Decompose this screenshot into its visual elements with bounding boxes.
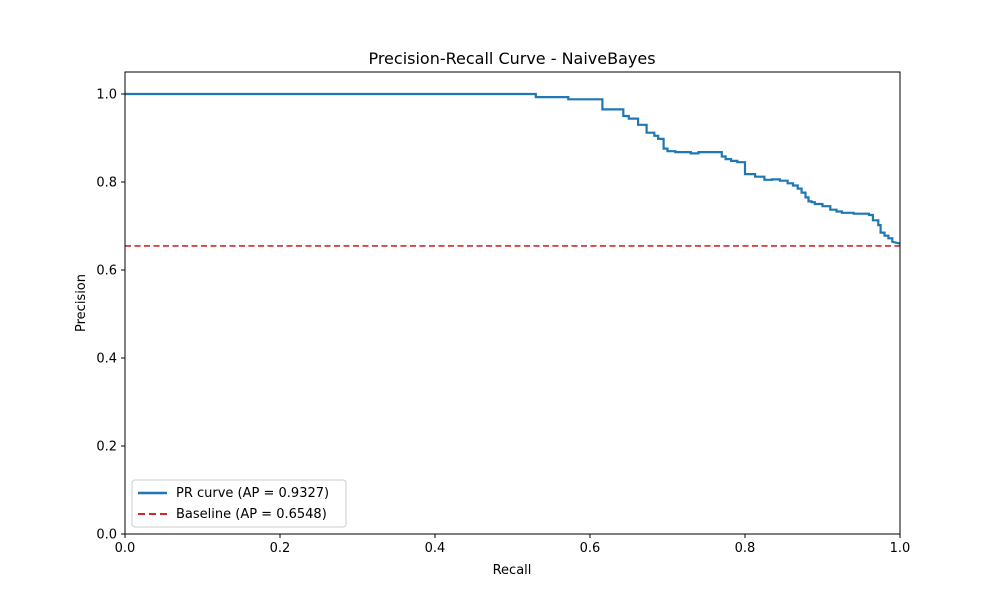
legend-label-pr-curve: PR curve (AP = 0.9327): [176, 486, 329, 501]
y-axis: 0.0 0.2 0.4 0.6 0.8 1.0: [96, 88, 125, 543]
y-tick-label: 0.2: [96, 440, 117, 455]
pr-curve-line: [125, 92, 901, 245]
y-axis-label: Precision: [74, 274, 89, 332]
x-axis-label: Recall: [493, 563, 532, 578]
y-tick-label: 0.4: [96, 352, 117, 367]
plot-area: [124, 71, 901, 535]
series-layer: [125, 92, 901, 247]
legend-label-baseline: Baseline (AP = 0.6548): [176, 507, 327, 522]
legend-box: [131, 479, 347, 528]
x-tick-label: 0.0: [115, 541, 136, 556]
y-tick-label: 0.6: [96, 264, 117, 279]
x-tick-label: 0.2: [270, 541, 291, 556]
y-tick-label: 0.0: [96, 528, 117, 543]
chart-title: Precision-Recall Curve - NaiveBayes: [368, 49, 655, 68]
y-tick-label: 0.8: [96, 176, 117, 191]
x-tick-label: 0.6: [580, 541, 601, 556]
x-tick-label: 1.0: [890, 541, 911, 556]
x-tick-label: 0.4: [425, 541, 446, 556]
x-axis: 0.0 0.2 0.4 0.6 0.8 1.0: [115, 534, 911, 556]
y-tick-label: 1.0: [96, 88, 117, 103]
legend: PR curve (AP = 0.9327) Baseline (AP = 0.…: [131, 479, 347, 528]
x-tick-label: 0.8: [735, 541, 756, 556]
axes-frame: [124, 71, 901, 535]
